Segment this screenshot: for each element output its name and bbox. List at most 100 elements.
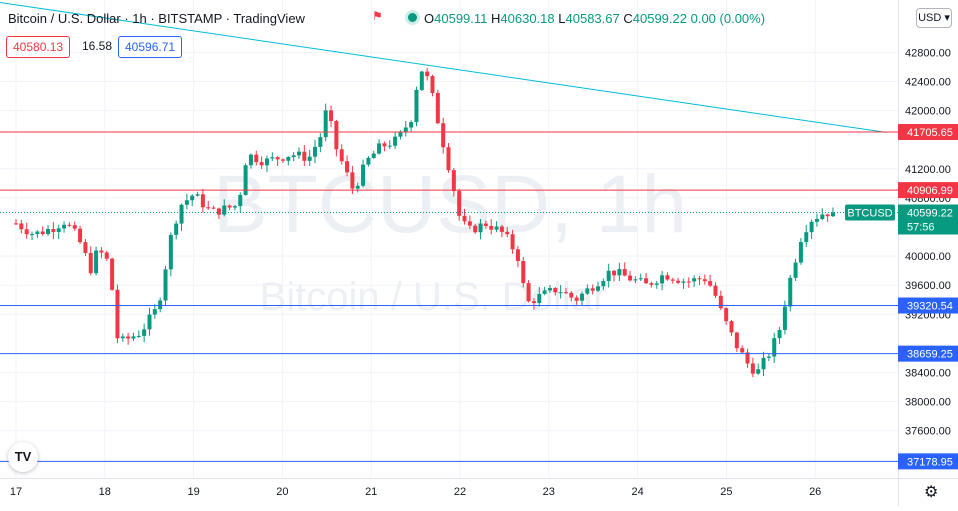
candle-body [756,369,761,374]
candle-body [40,231,45,235]
candle-body [104,252,109,259]
candle [414,86,419,127]
candle [692,275,697,288]
candle-body [248,154,253,166]
candle-body [163,269,168,301]
candle-body [425,71,430,77]
candle-body [446,147,451,171]
candle-body [724,308,729,322]
candle-body [494,226,499,230]
tradingview-logo[interactable]: TV [8,442,38,472]
candle [313,139,318,164]
candle-body [660,275,665,284]
candle [510,229,515,254]
candle [467,215,472,230]
gear-icon[interactable]: ⚙ [924,484,939,501]
x-tick-label: 23 [543,486,555,498]
candle-body [158,300,163,310]
candle [793,258,798,282]
x-tick-label: 18 [99,486,111,498]
candle-body [366,157,371,165]
candle [163,266,168,306]
candle [606,263,611,288]
candle [478,218,483,240]
candle-body [814,218,819,222]
candle-body [435,93,440,124]
level-tag [898,345,958,362]
candle [585,284,590,296]
candle [596,281,601,293]
candle [553,286,558,296]
candle-body [766,356,771,358]
candle-body [590,288,595,291]
candle [419,70,424,92]
high-value: 40630.18 [500,11,555,26]
candle-body [798,242,803,263]
candle-body [83,242,88,253]
candle-body [62,224,67,229]
level-tag-label: 41705.65 [907,127,953,139]
candle-body [30,234,35,236]
candle-body [563,292,568,294]
candle [756,363,761,375]
candle [798,237,803,265]
candle [772,332,777,363]
candle [766,353,771,362]
candle-body [350,172,355,189]
y-tick-label: 42800.00 [905,47,951,59]
candle [275,155,280,166]
candle-body [232,206,237,208]
candle [334,119,339,157]
x-tick-label: 21 [365,486,377,498]
candle [612,270,617,282]
candle [142,323,147,343]
candle [745,348,750,368]
candle [67,222,72,227]
candle-body [553,288,558,293]
buy-button[interactable]: 40596.71 [118,36,183,58]
open-value: 40599.11 [434,11,488,26]
candle-body [750,363,755,374]
candle-body [403,127,408,133]
candle-body [441,123,446,148]
price-axis-bg [898,0,958,506]
candle [579,291,584,306]
candle [307,150,312,166]
candle-body [414,89,419,123]
candle [264,155,269,173]
candle [441,117,446,154]
currency-dropdown[interactable]: USD ▾ [916,8,952,28]
candle-body [579,293,584,301]
last-price-label: 40599.22 [907,208,953,220]
candle-body [676,280,681,283]
candle-body [78,228,83,243]
candle-body [606,270,611,282]
candle [660,271,665,291]
candle-body [361,164,366,186]
last-price-tag [898,204,958,235]
candle [729,320,734,336]
candle [820,208,825,221]
candle [574,295,579,305]
candle-body [24,229,29,235]
candle-body [254,154,259,163]
candle-body [190,195,195,201]
candle [697,275,702,286]
level-tag [898,182,958,199]
watermark: BTCUSD, 1h Bitcoin / U.S. Dollar [213,159,687,319]
candle-body [398,132,403,137]
x-tick-label: 24 [631,486,643,498]
candle-body [131,336,136,339]
candle [88,246,93,276]
candle-body [419,71,424,90]
flag-icon[interactable]: ⚑ [372,9,383,23]
candle-body [574,297,579,301]
candle [30,231,35,241]
sell-button[interactable]: 40580.13 [6,36,71,58]
candle-body [19,223,24,230]
candle-body [238,194,243,207]
candle [387,140,392,150]
candle-body [612,270,617,276]
